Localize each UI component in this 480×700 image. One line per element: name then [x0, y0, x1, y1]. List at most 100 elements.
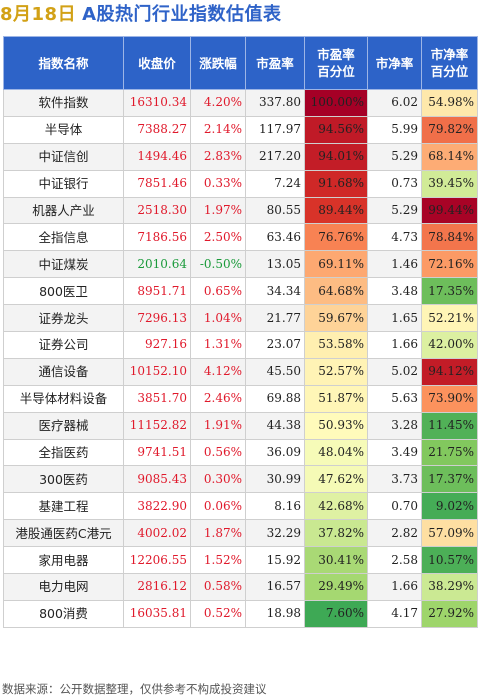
close-cell: 7851.46 [123, 169, 191, 198]
pe-cell: 44.38 [245, 411, 305, 440]
pe-cell: 69.88 [245, 384, 305, 413]
table-row: 中证煤炭 2010.64 -0.50% 13.05 69.11% 1.46 72.16% [3, 250, 478, 279]
pb-percentile-cell: 52.21% [421, 304, 478, 333]
close-cell: 9741.51 [123, 438, 191, 467]
index-name-cell: 300医药 [3, 465, 124, 494]
close-cell: 2816.12 [123, 573, 191, 601]
index-name-cell: 中证银行 [3, 169, 124, 198]
change-cell: 1.52% [190, 546, 246, 575]
pb-percentile-cell: 78.84% [421, 223, 478, 252]
page-title: 8月18日 A股热门行业指数估值表 [0, 0, 282, 30]
change-cell: 1.04% [190, 304, 246, 333]
col-header-pb: 市净率 [367, 36, 422, 90]
change-cell: 1.91% [190, 411, 246, 440]
pe-cell: 80.55 [245, 196, 305, 225]
index-name-cell: 港股通医药C港元 [3, 519, 124, 548]
table-row: 全指医药 9741.51 0.56% 36.09 48.04% 3.49 21.75% [3, 438, 478, 467]
change-cell: 0.30% [190, 465, 246, 494]
change-cell: -0.50% [190, 250, 246, 279]
pe-cell: 18.98 [245, 599, 305, 628]
pe-percentile-cell: 91.68% [304, 169, 368, 198]
index-name-cell: 机器人产业 [3, 196, 124, 225]
change-cell: 2.50% [190, 223, 246, 252]
pb-percentile-cell: 79.82% [421, 115, 478, 144]
pe-percentile-cell: 30.41% [304, 546, 368, 575]
table-row: 软件指数 16310.34 4.20% 337.80 100.00% 6.02 54.98% [3, 89, 478, 117]
table-row: 中证银行 7851.46 0.33% 7.24 91.68% 0.73 39.45% [3, 169, 478, 198]
pb-cell: 5.29 [367, 142, 422, 171]
pe-cell: 8.16 [245, 492, 305, 521]
pe-cell: 16.57 [245, 573, 305, 601]
change-cell: 0.58% [190, 573, 246, 601]
col-header-close: 收盘价 [123, 36, 191, 90]
pe-percentile-cell: 59.67% [304, 304, 368, 333]
change-cell: 4.12% [190, 357, 246, 386]
pe-percentile-cell: 7.60% [304, 599, 368, 628]
col-header-change: 涨跌幅 [190, 36, 246, 90]
col-header-name: 指数名称 [3, 36, 124, 90]
table-header-row: 指数名称 收盘价 涨跌幅 市盈率 市盈率 百分位 市净率 市净率 百分位 [3, 36, 478, 90]
pb-percentile-cell: 27.92% [421, 599, 478, 628]
change-cell: 2.46% [190, 384, 246, 413]
pb-cell: 0.73 [367, 169, 422, 198]
pb-cell: 3.73 [367, 465, 422, 494]
close-cell: 7296.13 [123, 304, 191, 333]
index-name-cell: 半导体材料设备 [3, 384, 124, 413]
table-row: 全指信息 7186.56 2.50% 63.46 76.76% 4.73 78.84% [3, 223, 478, 252]
change-cell: 2.83% [190, 142, 246, 171]
table-body: 软件指数 16310.34 4.20% 337.80 100.00% 6.02 54.98%… [3, 89, 478, 628]
col-header-pe: 市盈率 [245, 36, 305, 90]
close-cell: 1494.46 [123, 142, 191, 171]
pb-percentile-cell: 10.57% [421, 546, 478, 575]
index-name-cell: 中证信创 [3, 142, 124, 171]
index-name-cell: 全指信息 [3, 223, 124, 252]
pb-cell: 2.82 [367, 519, 422, 548]
pb-percentile-cell: 42.00% [421, 331, 478, 359]
change-cell: 0.65% [190, 277, 246, 306]
valuation-table: 指数名称 收盘价 涨跌幅 市盈率 市盈率 百分位 市净率 市净率 百分位 软件指… [3, 36, 478, 628]
index-name-cell: 基建工程 [3, 492, 124, 521]
pe-cell: 34.34 [245, 277, 305, 306]
pe-percentile-cell: 37.82% [304, 519, 368, 548]
table-row: 港股通医药C港元 4002.02 1.87% 32.29 37.82% 2.82 57.09… [3, 519, 478, 548]
pe-percentile-cell: 94.56% [304, 115, 368, 144]
pe-cell: 7.24 [245, 169, 305, 198]
close-cell: 7388.27 [123, 115, 191, 144]
table-row: 800医卫 8951.71 0.65% 34.34 64.68% 3.48 17.35% [3, 277, 478, 306]
pe-percentile-cell: 89.44% [304, 196, 368, 225]
pb-cell: 1.65 [367, 304, 422, 333]
close-cell: 12206.55 [123, 546, 191, 575]
index-name-cell: 软件指数 [3, 89, 124, 117]
change-cell: 1.87% [190, 519, 246, 548]
pe-cell: 21.77 [245, 304, 305, 333]
pe-cell: 217.20 [245, 142, 305, 171]
pb-cell: 3.48 [367, 277, 422, 306]
close-cell: 2010.64 [123, 250, 191, 279]
pe-cell: 36.09 [245, 438, 305, 467]
pb-percentile-cell: 17.35% [421, 277, 478, 306]
close-cell: 2518.30 [123, 196, 191, 225]
col-header-pe-pct: 市盈率 百分位 [304, 36, 368, 90]
pb-cell: 2.58 [367, 546, 422, 575]
table-row: 基建工程 3822.90 0.06% 8.16 42.68% 0.70 9.02% [3, 492, 478, 521]
close-cell: 9085.43 [123, 465, 191, 494]
pe-cell: 15.92 [245, 546, 305, 575]
pb-cell: 1.46 [367, 250, 422, 279]
title-text: A股热门行业指数估值表 [82, 4, 282, 25]
pb-cell: 4.17 [367, 599, 422, 628]
pe-percentile-cell: 42.68% [304, 492, 368, 521]
pe-percentile-cell: 76.76% [304, 223, 368, 252]
pb-percentile-cell: 9.02% [421, 492, 478, 521]
pe-cell: 45.50 [245, 357, 305, 386]
pb-percentile-cell: 21.75% [421, 438, 478, 467]
table-row: 半导体 7388.27 2.14% 117.97 94.56% 5.99 79.82% [3, 115, 478, 144]
pe-percentile-cell: 64.68% [304, 277, 368, 306]
pe-percentile-cell: 52.57% [304, 357, 368, 386]
table-row: 中证信创 1494.46 2.83% 217.20 94.01% 5.29 68.14% [3, 142, 478, 171]
pe-percentile-cell: 100.00% [304, 89, 368, 117]
pb-percentile-cell: 39.45% [421, 169, 478, 198]
pb-percentile-cell: 73.90% [421, 384, 478, 413]
table-row: 电力电网 2816.12 0.58% 16.57 29.49% 1.66 38.29% [3, 573, 478, 601]
pb-cell: 5.99 [367, 115, 422, 144]
index-name-cell: 家用电器 [3, 546, 124, 575]
